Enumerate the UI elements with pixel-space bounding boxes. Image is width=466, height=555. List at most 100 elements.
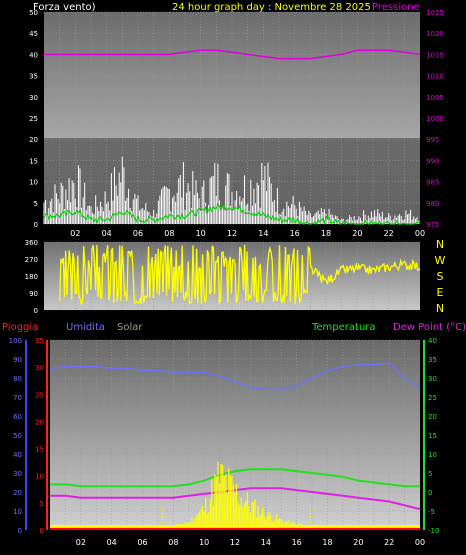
y-tick-temp: 40 [428, 337, 437, 345]
direction-series [59, 244, 421, 306]
y-tick-temp: 35 [428, 356, 437, 364]
header-left: Forza vento) [33, 2, 96, 13]
y-tick-pressure: 975 [426, 221, 439, 229]
y-tick-humidity: 30 [13, 470, 22, 478]
y-tick-temp: 5 [428, 470, 432, 478]
y-tick-pressure: 990 [426, 157, 439, 165]
y-tick-pressure: 980 [426, 200, 439, 208]
y-tick-rain: 10 [35, 473, 44, 481]
y-tick-rain: 0 [40, 527, 44, 535]
x-tick-label: 12 [230, 538, 240, 547]
x-tick-label: 20 [353, 538, 363, 547]
y-tick-temp: 10 [428, 451, 437, 459]
x-tick-label: 04 [102, 229, 112, 238]
y-tick-humidity: 80 [13, 375, 22, 383]
dewpoint-line [50, 487, 421, 511]
x-tick-label: 14 [261, 538, 271, 547]
y-tick-humidity: 60 [13, 413, 22, 421]
compass-letter: W [435, 254, 446, 267]
x-tick-label: 20 [352, 229, 362, 238]
y-tick-wind: 15 [29, 157, 38, 165]
y-tick-temp: -5 [428, 508, 435, 516]
label-humidity: Umidita [66, 322, 105, 333]
x-tick-label: 16 [290, 229, 300, 238]
y-tick-wind: 50 [29, 9, 38, 17]
y-tick-pressure: 995 [426, 136, 439, 144]
y-tick-pressure: 1005 [426, 94, 444, 102]
y-tick-temp: 25 [428, 394, 437, 402]
x-tick-label: 18 [322, 538, 332, 547]
y-tick-rain: 15 [35, 446, 44, 454]
y-tick-direction: 90 [29, 290, 38, 298]
y-tick-wind: 35 [29, 73, 38, 81]
y-tick-direction: 180 [25, 273, 38, 281]
y-tick-temp: 15 [428, 432, 437, 440]
y-tick-pressure: 1015 [426, 51, 444, 59]
temp-humidity-series [49, 362, 421, 530]
y-tick-wind: 25 [29, 115, 38, 123]
header-right: Pressione [372, 2, 420, 13]
label-rain: Pioggia [2, 322, 38, 333]
x-tick-label: 00 [415, 229, 425, 238]
y-tick-rain: 30 [35, 364, 44, 372]
y-tick-humidity: 70 [13, 394, 22, 402]
y-tick-wind: 45 [29, 30, 38, 38]
x-tick-label: 08 [168, 538, 178, 547]
y-tick-humidity: 90 [13, 356, 22, 364]
y-tick-wind: 10 [29, 179, 38, 187]
y-tick-pressure: 1020 [426, 30, 444, 38]
y-tick-wind: 20 [29, 136, 38, 144]
y-tick-pressure: 1000 [426, 115, 444, 123]
compass-letter: N [436, 302, 444, 315]
x-tick-label: 04 [107, 538, 117, 547]
wind-direction-trace [59, 244, 421, 306]
x-tick-label: 02 [70, 229, 80, 238]
y-tick-temp: -10 [428, 527, 439, 535]
x-tick-label: 12 [227, 229, 237, 238]
y-tick-pressure: 1025 [426, 9, 444, 17]
x-tick-label: 00 [415, 538, 425, 547]
x-tick-label: 06 [137, 538, 147, 547]
y-tick-pressure: 985 [426, 179, 439, 187]
y-tick-rain: 35 [35, 337, 44, 345]
x-tick-label: 22 [384, 538, 394, 547]
x-tick-label: 16 [292, 538, 302, 547]
y-tick-humidity: 10 [13, 508, 22, 516]
x-tick-label: 02 [76, 538, 86, 547]
y-tick-humidity: 50 [13, 432, 22, 440]
y-tick-wind: 0 [34, 221, 38, 229]
y-tick-direction: 270 [25, 256, 38, 264]
y-tick-pressure: 1010 [426, 73, 444, 81]
x-tick-label: 08 [164, 229, 174, 238]
y-tick-temp: 0 [428, 489, 432, 497]
compass-letter: N [436, 238, 444, 251]
label-temperature: Temperatura [311, 322, 376, 333]
y-tick-temp: 30 [428, 375, 437, 383]
y-tick-rain: 25 [35, 391, 44, 399]
x-tick-label: 10 [196, 229, 206, 238]
y-tick-rain: 5 [40, 500, 44, 508]
y-tick-temp: 20 [428, 413, 437, 421]
y-tick-direction: 360 [25, 239, 38, 247]
humidity-line [49, 362, 421, 391]
pressure-line [44, 49, 421, 60]
y-tick-humidity: 40 [13, 451, 22, 459]
y-tick-humidity: 0 [18, 527, 22, 535]
x-tick-label: 10 [199, 538, 209, 547]
label-solar: Solar [117, 322, 143, 333]
y-tick-rain: 20 [35, 418, 44, 426]
wind-pressure-series [43, 49, 421, 226]
y-tick-humidity: 20 [13, 489, 22, 497]
y-tick-direction: 0 [34, 307, 38, 315]
label-dewpoint: Dew Point (°C) [393, 322, 466, 333]
header-center: 24 hour graph day : Novembre 28 2025 [172, 2, 371, 13]
y-tick-humidity: 100 [9, 337, 22, 345]
y-tick-wind: 40 [29, 51, 38, 59]
x-tick-label: 18 [321, 229, 331, 238]
x-tick-label: 22 [384, 229, 394, 238]
compass-letter: S [437, 270, 444, 283]
x-tick-label: 14 [258, 229, 268, 238]
wind-average-line [43, 202, 421, 226]
